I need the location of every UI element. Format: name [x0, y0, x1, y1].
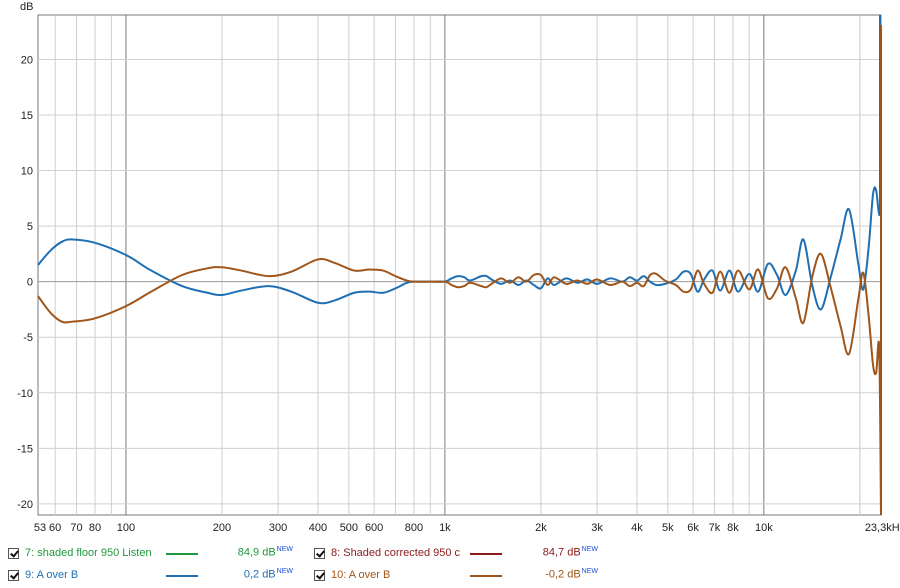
legend-value-8: 84,7 dBNEW [542, 546, 598, 559]
grid-lines [38, 15, 881, 515]
x-tick-label: 6k [687, 522, 699, 534]
y-tick-label: 0 [27, 277, 33, 289]
x-tick-labels: 53 60 70 80 100 200 300 400 500 600 800 1k 2k 3k 4k 5k 6… [34, 522, 900, 534]
series-lines [37, 15, 882, 516]
legend-value-9: 0,2 dBNEW [243, 568, 293, 581]
x-tick-label: 23,3kHz [865, 522, 900, 534]
series-line-a-over-b-10 [37, 252, 882, 516]
legend-swatch-7 [166, 553, 198, 555]
x-tick-label: 400 [309, 522, 327, 534]
x-tick-label: 53 [34, 522, 46, 534]
legend-label-7: 7: shaded floor 950 Listen [25, 547, 152, 559]
legend-checkbox-7[interactable] [8, 547, 19, 559]
y-tick-label: 20 [21, 54, 33, 66]
y-tick-label: -20 [17, 499, 33, 511]
y-axis-label: dB [20, 1, 33, 13]
x-tick-label: 8k [727, 522, 739, 534]
x-tick-label: 80 [89, 522, 101, 534]
y-tick-labels: 20 15 10 5 0 -5 -10 -15 -20 [17, 54, 33, 510]
legend-item-10[interactable]: 10: A over B [314, 565, 390, 585]
x-tick-label: 5k [662, 522, 674, 534]
legend-checkbox-8[interactable] [314, 547, 325, 559]
x-tick-label: 1k [439, 522, 451, 534]
y-tick-label: -10 [17, 388, 33, 400]
y-tick-label: 10 [21, 166, 33, 178]
x-tick-label: 300 [269, 522, 287, 534]
plot-area [37, 14, 882, 516]
legend: 7: shaded floor 950 Listen 84,9 dBNEW 8:… [0, 540, 900, 588]
x-tick-label: 500 [340, 522, 358, 534]
x-tick-label: 70 [70, 522, 82, 534]
legend-swatch-10 [470, 575, 502, 577]
legend-checkbox-10[interactable] [314, 569, 325, 581]
legend-label-9: 9: A over B [25, 569, 79, 581]
x-tick-label: 600 [365, 522, 383, 534]
legend-label-8: 8: Shaded corrected 950 c [331, 547, 461, 559]
legend-swatch-8 [470, 553, 502, 555]
x-tick-label: 60 [49, 522, 61, 534]
legend-swatch-9 [166, 575, 198, 577]
series-line-a-over-b-9 [37, 186, 882, 311]
x-tick-label: 7k [709, 522, 721, 534]
x-tick-label: 3k [591, 522, 603, 534]
legend-item-8[interactable]: 8: Shaded corrected 950 c [314, 543, 460, 563]
y-tick-label: -15 [17, 443, 33, 455]
x-tick-label: 100 [117, 522, 135, 534]
y-tick-label: 15 [21, 110, 33, 122]
y-tick-label: 5 [27, 221, 33, 233]
legend-value-10: -0,2 dBNEW [545, 568, 598, 581]
legend-item-9[interactable]: 9: A over B [8, 565, 78, 585]
legend-value-7: 84,9 dBNEW [237, 546, 293, 559]
legend-item-7[interactable]: 7: shaded floor 950 Listen [8, 543, 152, 563]
x-tick-label: 800 [405, 522, 423, 534]
x-tick-label: 2k [535, 522, 547, 534]
legend-checkbox-9[interactable] [8, 569, 19, 581]
x-tick-label: 200 [213, 522, 231, 534]
x-tick-label: 10k [755, 522, 773, 534]
y-tick-label: -5 [23, 332, 33, 344]
x-tick-label: 4k [631, 522, 643, 534]
frequency-response-chart: 20 15 10 5 0 -5 -10 -15 -20 53 60 70 80 100 200 300 400… [17, 1, 900, 534]
legend-label-10: 10: A over B [331, 569, 391, 581]
